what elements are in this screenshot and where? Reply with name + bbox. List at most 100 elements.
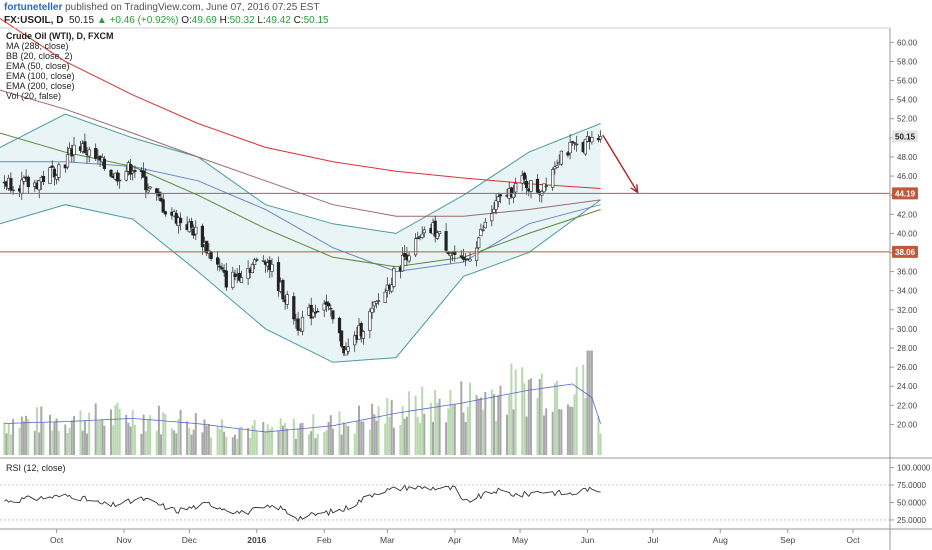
candle-body [479, 229, 483, 237]
candle-body [568, 142, 572, 154]
volume-bar [599, 433, 602, 455]
volume-bar [493, 394, 495, 455]
volume-bar [277, 430, 280, 455]
price-tick-label: 30.00 [897, 325, 918, 334]
candle-body [372, 301, 376, 307]
volume-bar [225, 436, 228, 455]
candle-body [231, 271, 235, 288]
change-value: +0.46 (+0.92%) [109, 15, 179, 26]
price-tick-label: 24.00 [897, 382, 918, 391]
volume-bar [3, 422, 6, 455]
time-tick-label: Aug [713, 535, 728, 545]
volume-bar [499, 385, 502, 455]
high-label: H: [219, 15, 230, 26]
rsi-tick-label: 75.0000 [897, 481, 926, 490]
volume-bar [597, 416, 600, 455]
candle-body [444, 231, 448, 251]
candle-body [131, 170, 135, 174]
volume-bar [110, 409, 112, 455]
volume-bar [81, 430, 84, 455]
volume-bar [556, 380, 559, 455]
candle-body [524, 180, 529, 188]
volume-bar [284, 423, 287, 455]
volume-bar [403, 418, 406, 455]
volume-bar [490, 389, 493, 455]
volume-bar [436, 403, 439, 455]
volume-bar [79, 410, 82, 455]
volume-bar [432, 421, 434, 455]
volume-bar [101, 419, 104, 455]
candle-body [239, 277, 244, 283]
candle-body [218, 265, 222, 268]
candle-body [492, 208, 496, 213]
level-price-tag [892, 187, 918, 200]
volume-bar [57, 430, 60, 455]
candle-body [179, 217, 183, 224]
volume-bar [323, 432, 326, 455]
high-value: 50.32 [229, 15, 255, 26]
volume-bar [231, 437, 234, 455]
volume-bar [331, 428, 334, 455]
candle-body [281, 279, 285, 300]
volume-bar [249, 437, 252, 455]
volume-bar [553, 383, 556, 455]
candle-body [194, 226, 198, 235]
volume-bar [453, 404, 456, 455]
candle-body [205, 240, 209, 254]
volume-bar [590, 350, 593, 455]
volume-bar [447, 408, 450, 455]
volume-bar [114, 405, 117, 455]
volume-bar [7, 423, 10, 455]
volume-bar [218, 429, 221, 455]
candle-body [422, 229, 426, 234]
volume-bar [40, 406, 43, 455]
volume-bar [495, 421, 498, 455]
price-tick-label: 54.00 [897, 96, 918, 105]
chart-header: fortuneteller published on TradingView.c… [0, 0, 932, 28]
candle-body [400, 255, 405, 272]
volume-bar [405, 416, 408, 455]
candle-body [83, 141, 87, 154]
volume-bar [279, 418, 282, 455]
volume-bar [112, 425, 115, 455]
volume-bar [125, 414, 128, 455]
volume-bar [479, 397, 482, 455]
author-link[interactable]: fortuneteller [4, 2, 63, 13]
volume-bar [281, 425, 284, 455]
candle-body [370, 307, 374, 313]
symbol-label[interactable]: FX:USOIL, D [4, 15, 64, 26]
last-price-tag [892, 130, 918, 143]
volume-bar [292, 418, 295, 455]
volume-bar [347, 426, 350, 455]
volume-bar [9, 434, 12, 455]
volume-bar [551, 411, 554, 455]
volume-bar [25, 415, 28, 455]
volume-bar [133, 424, 136, 455]
volume-bar [192, 429, 195, 455]
candle-body [514, 183, 518, 193]
indicator-legend-item: EMA (100, close) [6, 71, 75, 81]
candle-body [326, 302, 331, 307]
volume-bar [386, 398, 389, 455]
candle-body [146, 189, 150, 193]
volume-bar [240, 426, 243, 455]
time-tick-label: Feb [317, 535, 332, 545]
volume-bar [173, 430, 176, 455]
volume-bar [294, 438, 297, 455]
time-tick-label: Sep [780, 535, 795, 545]
volume-bar [497, 395, 500, 455]
candle-body [300, 316, 305, 332]
volume-bar [371, 403, 374, 455]
volume-bar [438, 398, 441, 455]
volume-bar [253, 420, 256, 455]
volume-bar [429, 402, 432, 455]
volume-bar [301, 422, 304, 455]
volume-bar [388, 416, 391, 455]
volume-bar [216, 425, 219, 455]
volume-bar [160, 434, 162, 455]
candle-body [220, 267, 224, 270]
candle-body [566, 152, 570, 156]
rsi-label: RSI (12, close) [6, 463, 66, 473]
candle-body [313, 312, 318, 314]
